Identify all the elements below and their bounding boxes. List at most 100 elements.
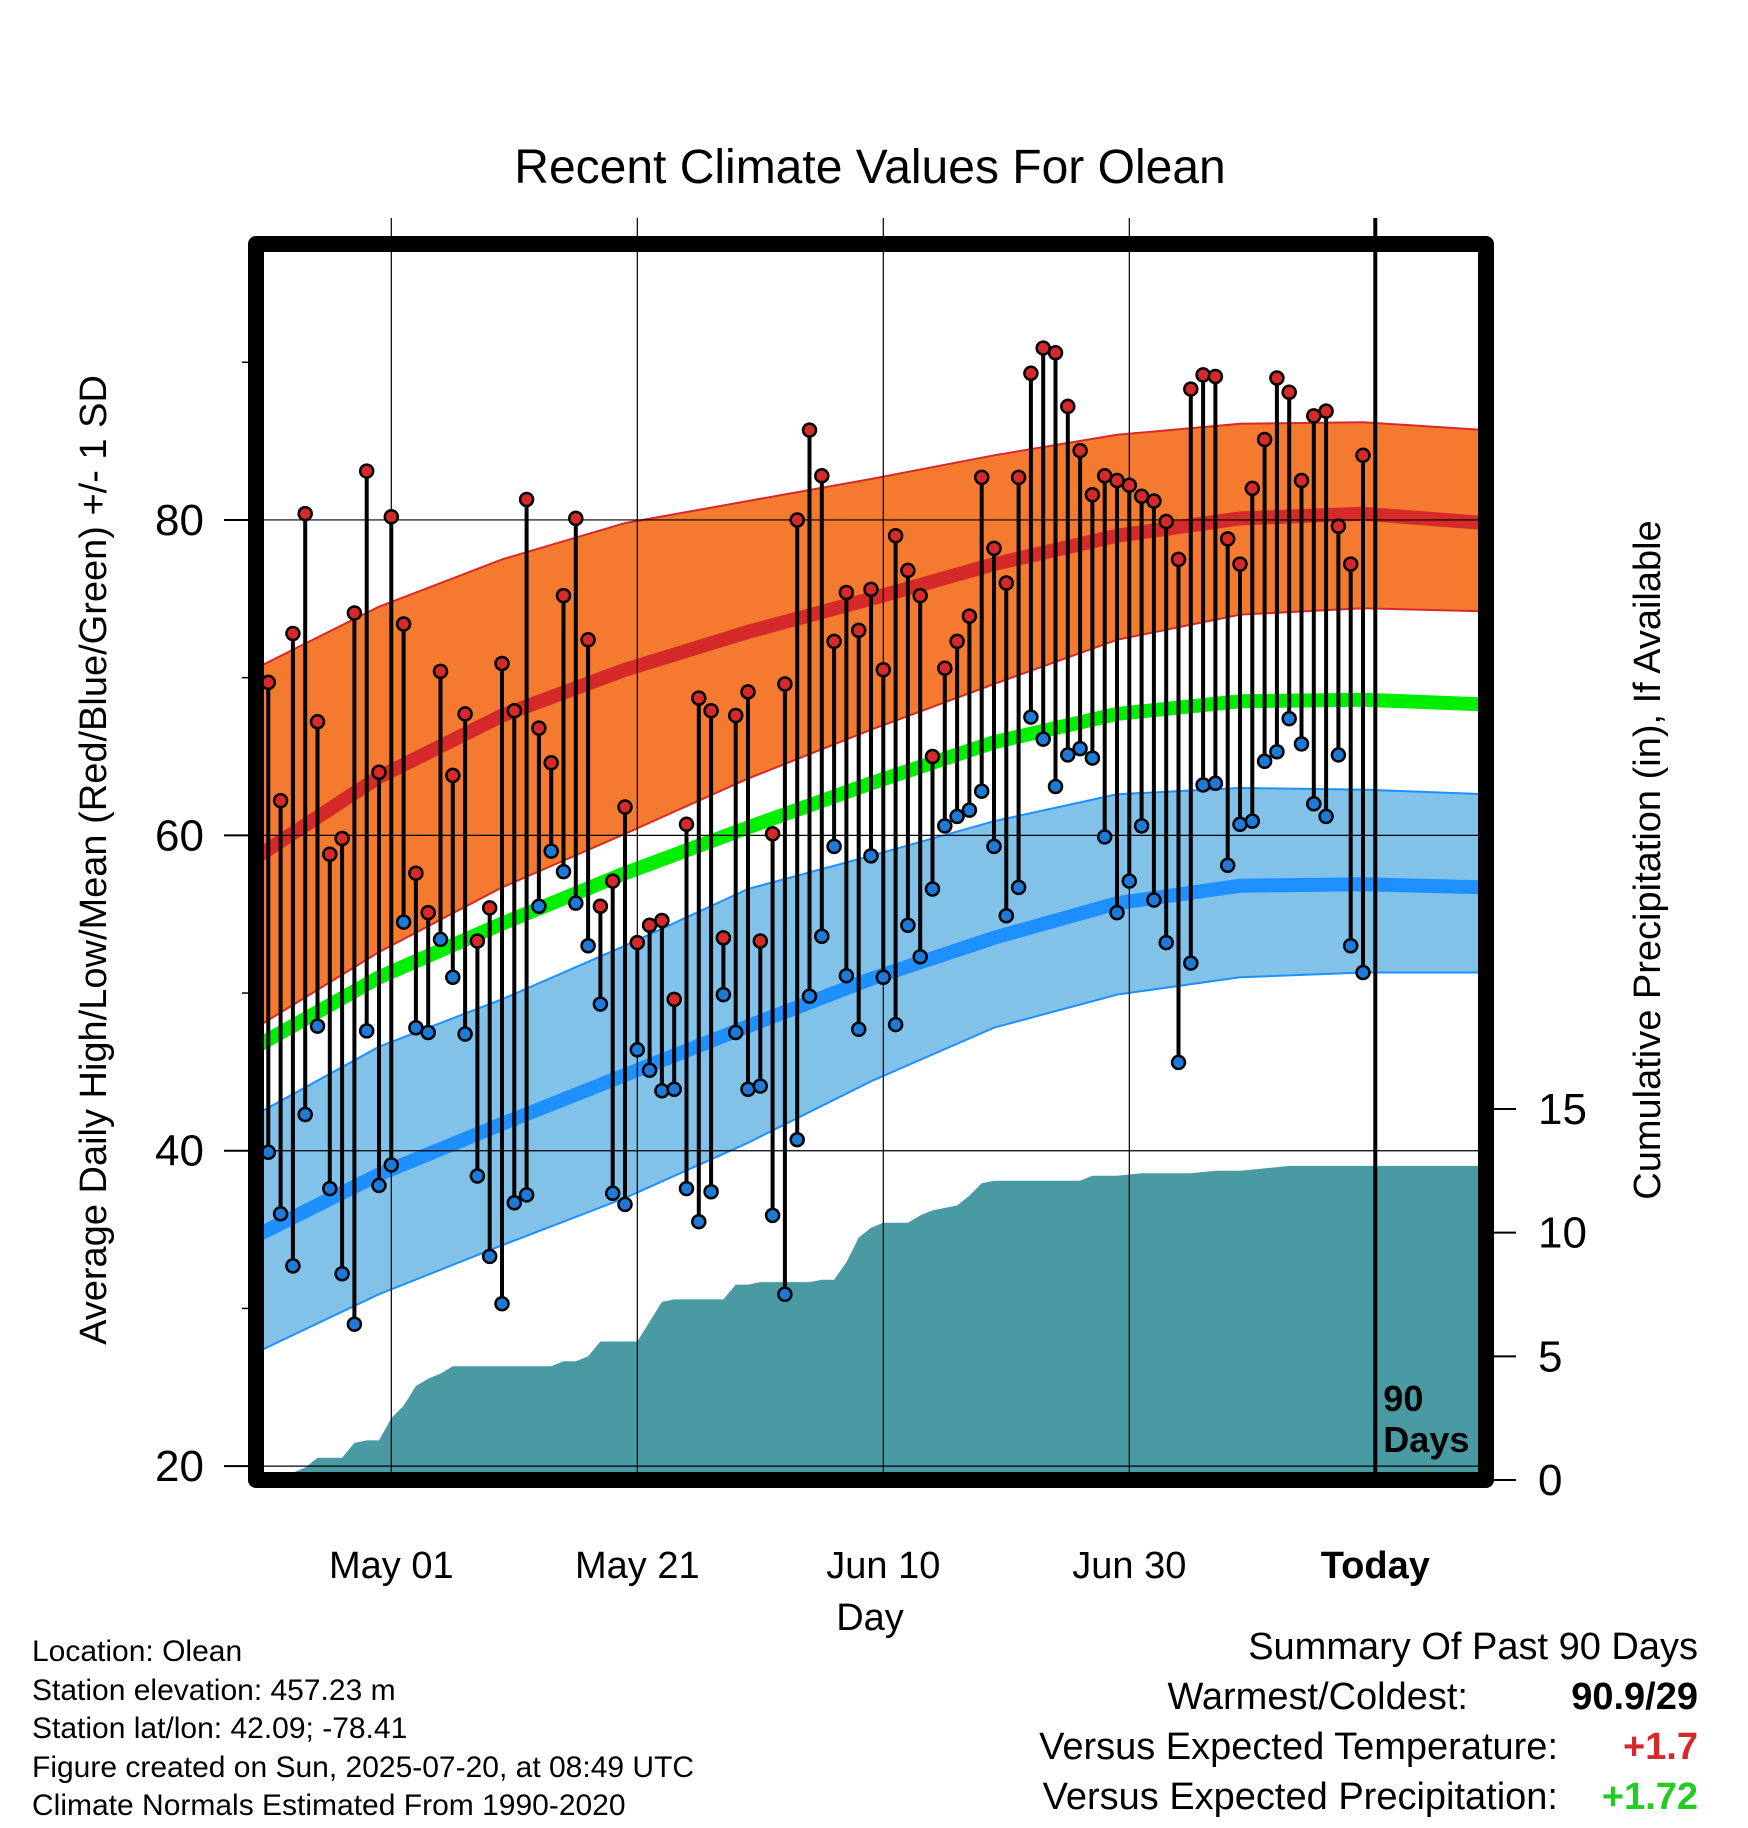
observed-low-point [371,1177,387,1194]
observed-low-point [1035,731,1051,747]
observed-low-point [1133,818,1150,834]
observed-high-point [1072,442,1088,459]
observed-low-point [285,1258,301,1274]
observed-low-point [826,838,842,855]
observed-high-point [814,468,830,484]
observed-high-point [383,509,400,525]
summary-panel: Summary Of Past 90 Days Warmest/Coldest:… [1039,1622,1698,1822]
days-annotation: 90 [1383,1378,1423,1419]
observed-low-point [309,1018,326,1034]
observed-high-point [543,755,559,771]
observed-high-point [1060,398,1076,415]
observed-high-point [518,491,535,508]
observed-low-point [740,1081,756,1097]
observed-high-point [457,706,473,722]
observed-low-point [272,1206,289,1222]
observed-high-point [481,900,498,916]
observed-high-point [494,655,510,672]
observed-high-point [1219,531,1236,547]
observed-low-point [506,1195,523,1211]
observed-high-point [875,662,892,678]
x-tick-label: May 01 [329,1545,454,1587]
observed-low-point [1269,744,1285,760]
observed-high-point [272,792,289,809]
observed-high-point [998,575,1015,591]
observed-low-point [998,908,1015,924]
observed-low-point [457,1026,473,1042]
observed-low-point [1256,753,1273,769]
y2-tick-label: 10 [1538,1209,1587,1258]
observed-high-point [1183,381,1199,397]
observed-high-point [654,912,670,929]
observed-low-point [900,917,916,933]
warm-cold-label: Warmest/Coldest: [1167,1676,1468,1718]
observed-high-point [1195,367,1211,383]
observed-low-point [1330,747,1347,763]
observed-high-point [568,510,584,527]
observed-high-point [358,463,375,479]
temp-label: Versus Expected Temperature: [1039,1726,1558,1768]
observed-high-point [1010,469,1027,486]
observed-low-point [469,1168,486,1184]
precip-area [256,1165,1486,1480]
observed-low-point [654,1083,670,1099]
observed-low-point [1060,747,1076,763]
observed-high-point [924,748,941,765]
observed-high-point [900,562,916,579]
observed-high-point [1330,518,1347,535]
observed-high-point [322,846,338,863]
observed-low-point [1232,816,1248,833]
observed-high-point [912,587,928,604]
elevation-text: Station elevation: 457.23 m [32,1673,396,1707]
observed-low-point [1023,709,1039,725]
observed-high-point [949,633,965,650]
observed-low-point [703,1183,719,1200]
observed-low-point [924,881,941,897]
observed-high-point [1293,472,1310,489]
plot-area: 20 40 60 80 0 5 10 15 May 01 May 21 Jun 10 Jun 30 To… [155,218,1587,1587]
observed-high-point [531,720,547,736]
temp-value: +1.7 [1622,1726,1698,1768]
observed-high-point [1170,551,1187,568]
observed-high-point [1035,340,1051,356]
observed-low-point [555,863,572,880]
observed-low-point [678,1180,695,1197]
observed-low-point [518,1187,535,1203]
observed-low-point [850,1021,867,1038]
observed-low-point [666,1081,682,1097]
created-text: Figure created on Sun, 2025-07-20, at 08… [32,1750,695,1784]
observed-low-point [408,1019,424,1036]
observed-low-point [641,1062,658,1079]
observed-high-point [629,934,646,951]
observed-high-point [764,826,781,842]
observed-low-point [1355,964,1371,981]
y2-axis-label: Cumulative Precipitation (in), If Availa… [1627,520,1669,1199]
observed-high-point [408,865,424,881]
observed-high-point [604,873,621,889]
observed-high-point [752,933,769,949]
observed-low-point [1244,813,1261,829]
observed-high-point [1207,368,1224,385]
observed-high-point [555,587,572,604]
y-tick-label: 40 [155,1127,204,1176]
observed-high-point [1084,486,1101,503]
x-axis-label: Day [836,1597,904,1639]
observed-low-point [937,818,953,834]
observed-low-point [1318,808,1334,825]
observed-high-point [691,690,707,706]
observed-high-point [1133,488,1150,505]
observed-high-point [592,898,609,915]
observed-high-point [1306,408,1322,424]
observed-high-point [1109,472,1125,489]
observed-high-point [1146,493,1162,509]
observed-low-point [1158,934,1174,951]
observed-high-point [961,608,978,624]
observed-low-point [1306,796,1322,812]
station-info: Location: Olean Station elevation: 457.2… [32,1633,694,1826]
y2-tick-label: 5 [1538,1332,1562,1381]
observed-low-point [1195,777,1211,793]
observed-high-point [973,469,990,486]
observed-low-point [777,1286,793,1302]
observed-high-point [826,633,842,650]
